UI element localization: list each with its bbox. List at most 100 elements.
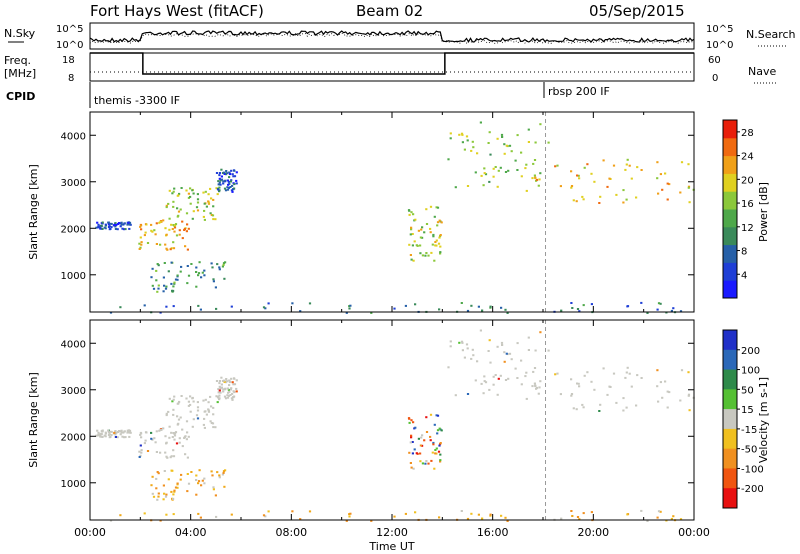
- power-cell: [570, 186, 573, 189]
- freq-label-2: [MHz]: [4, 67, 36, 80]
- velocity-cell: [570, 378, 573, 381]
- velocity-cell: [497, 377, 500, 380]
- velocity-cell: [417, 437, 420, 440]
- power-cell: [197, 272, 201, 275]
- power-colorbar-swatch: [723, 209, 737, 228]
- power-cell: [224, 261, 227, 264]
- velocity-cell: [114, 433, 117, 436]
- power-cell: [220, 178, 224, 181]
- power-cell: [433, 215, 436, 218]
- power-cell: [656, 308, 659, 311]
- velocity-cell: [168, 425, 171, 428]
- power-cell: [622, 189, 625, 192]
- velocity-cell: [186, 431, 189, 434]
- power-cell: [432, 235, 435, 238]
- power-cell: [187, 192, 190, 195]
- velocity-cell: [203, 426, 206, 429]
- velocity-cell: [439, 453, 442, 456]
- velocity-cell: [590, 380, 593, 383]
- power-cell: [599, 195, 602, 198]
- power-cell: [460, 302, 463, 304]
- velocity-cell: [656, 516, 659, 519]
- velocity-cell: [165, 414, 168, 417]
- velocity-cell: [230, 513, 233, 516]
- velocity-cell: [203, 482, 206, 485]
- velocity-cell: [570, 510, 573, 512]
- velocity-cell: [215, 395, 218, 398]
- velocity-cell: [155, 451, 158, 453]
- velocity-colorbar-swatch: [723, 488, 737, 509]
- power-cell: [507, 169, 510, 172]
- velocity-cell: [155, 487, 158, 490]
- power-cell: [439, 245, 442, 248]
- velocity-colorbar-swatch: [723, 389, 737, 410]
- velocity-cell: [171, 400, 174, 403]
- power-cell: [229, 186, 232, 188]
- velocity-cell: [349, 512, 352, 515]
- velocity-cell: [122, 436, 126, 439]
- velocity-cell: [177, 402, 180, 405]
- velocity-cell: [167, 478, 170, 481]
- power-cell: [425, 252, 428, 254]
- freq-trace: [90, 52, 694, 75]
- velocity-cell: [232, 396, 235, 399]
- power-cell: [155, 222, 158, 225]
- velocity-cell: [173, 489, 176, 492]
- power-cell: [107, 223, 110, 226]
- velocity-cell: [500, 514, 503, 517]
- power-cell: [227, 180, 230, 183]
- velocity-cell: [219, 391, 222, 394]
- power-cell: [501, 136, 504, 138]
- power-cell: [525, 163, 528, 166]
- power-cell: [640, 169, 643, 171]
- noise-left-tick-top: 10^5: [56, 24, 83, 35]
- velocity-cell: [167, 410, 170, 413]
- power-cell: [218, 268, 221, 271]
- velocity-cell: [218, 398, 221, 401]
- velocity-cell: [535, 386, 539, 389]
- velocity-cell: [197, 482, 200, 485]
- power-cell: [421, 226, 424, 229]
- velocity-cell: [96, 429, 99, 432]
- velocity-cell: [215, 380, 219, 382]
- velocity-cell: [410, 466, 413, 469]
- power-cell: [214, 218, 217, 221]
- power-cell: [510, 150, 513, 153]
- power-cell: [635, 196, 638, 199]
- power-cell: [179, 270, 182, 273]
- power-colorbar-tick-label: 24: [741, 152, 754, 163]
- velocity-cell: [460, 340, 464, 343]
- velocity-cell: [449, 345, 452, 348]
- velocity-cell: [214, 494, 217, 497]
- velocity-cell: [224, 397, 228, 400]
- power-cell: [576, 174, 579, 177]
- velocity-cell: [140, 436, 143, 439]
- power-cell: [431, 243, 434, 246]
- velocity-cell: [408, 421, 411, 424]
- velocity-cell: [668, 391, 671, 394]
- velocity-cell: [576, 516, 580, 518]
- power-cell: [575, 200, 578, 203]
- velocity-cell: [99, 434, 102, 437]
- velocity-cell: [483, 380, 486, 383]
- velocity-cell: [476, 360, 479, 363]
- power-cell: [150, 276, 153, 279]
- power-cell: [229, 180, 232, 183]
- power-cell: [138, 242, 141, 245]
- velocity-cell: [421, 434, 424, 437]
- velocity-cell: [173, 490, 176, 493]
- power-cell: [687, 186, 690, 189]
- velocity-cell: [203, 477, 206, 480]
- power-cell: [223, 173, 226, 175]
- power-cell: [151, 267, 154, 270]
- velocity-cell: [430, 459, 433, 462]
- velocity-cell: [230, 397, 233, 400]
- velocity-cell: [466, 347, 469, 350]
- freq-traces: [90, 52, 694, 75]
- power-cell: [419, 244, 422, 247]
- power-cell: [176, 207, 179, 210]
- power-cell: [227, 183, 230, 186]
- velocity-cell: [434, 449, 437, 451]
- velocity-cell: [437, 450, 441, 453]
- velocity-cell: [150, 484, 153, 487]
